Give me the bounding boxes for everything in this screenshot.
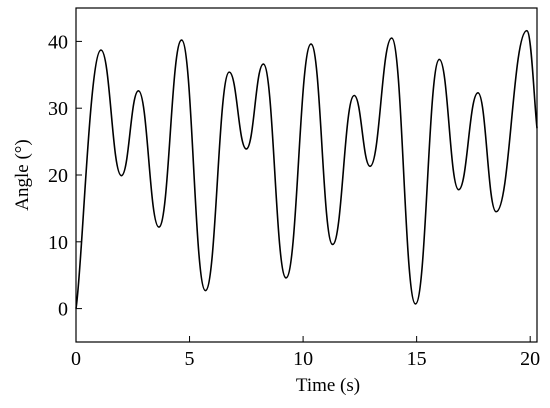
y-tick-label: 40 bbox=[48, 31, 68, 53]
plot-area bbox=[75, 7, 538, 343]
x-tick-label: 5 bbox=[185, 348, 195, 370]
x-tick-label: 15 bbox=[407, 348, 427, 370]
y-axis-label: Angle (°) bbox=[12, 139, 33, 210]
x-axis-label: Time (s) bbox=[296, 375, 360, 396]
y-tick-label: 30 bbox=[48, 98, 68, 120]
y-tick-label: 20 bbox=[48, 165, 68, 187]
x-tick-label: 20 bbox=[520, 348, 540, 370]
angle-series-line bbox=[75, 29, 538, 309]
y-tick-label: 0 bbox=[58, 299, 68, 321]
y-tick-label: 10 bbox=[48, 232, 68, 254]
x-tick-label: 0 bbox=[71, 348, 81, 370]
axis-ticks: 0 5 10 15 20 0 10 20 30 40 bbox=[48, 31, 540, 370]
x-tick-label: 10 bbox=[293, 348, 313, 370]
